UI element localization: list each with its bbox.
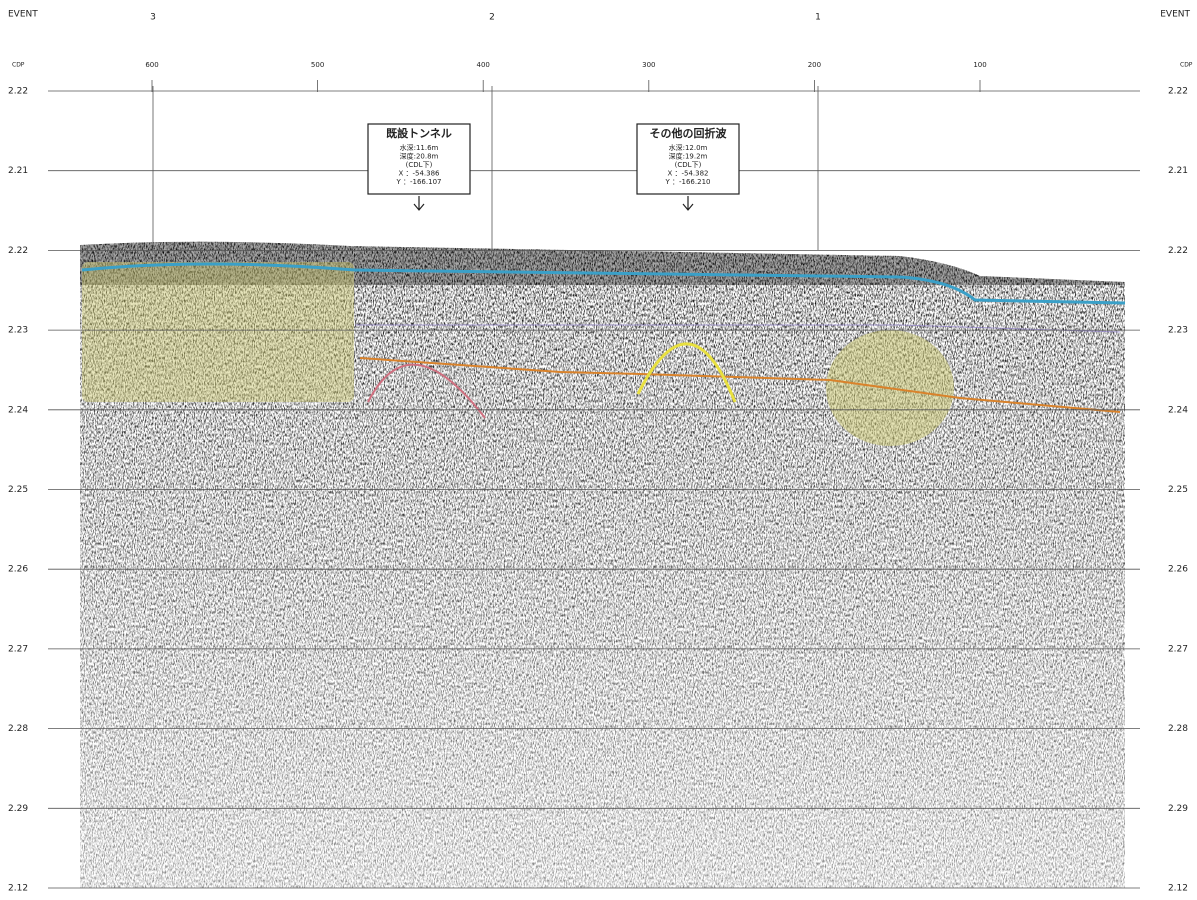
cdp-tick-label: 500 [311,61,324,69]
time-label: 2.29 [1168,804,1188,814]
time-label: 2.21 [1168,166,1188,176]
cdp-tick-label: 400 [477,61,490,69]
seismic-profile: EVENT EVENT CDP CDP 3 2 1 600 500 400 300 200 100 2.2… [0,0,1197,900]
annotation-title: その他の回折波 [650,126,728,140]
annotation-line: 水深:12.0m [669,143,708,152]
event-number: 2 [489,13,495,23]
annotation-title: 既設トンネル [386,126,452,140]
time-label: 2.27 [8,644,28,654]
cdp-tick-label: 300 [642,61,655,69]
time-label: 2.25 [1168,485,1188,495]
event-label: EVENT [8,10,38,20]
event-number: 1 [815,13,821,23]
annotation-line: X ：-54.386 [398,170,440,178]
time-label: 2.23 [8,326,28,336]
time-label: 2.22 [1168,87,1188,97]
event-label: EVENT [1160,10,1190,20]
annotation-line: Y ：-166.210 [665,178,711,186]
annotation-line: 水深:11.6m [400,143,439,152]
cdp-label: CDP [1180,62,1193,69]
annotation-line: 深度:20.8m [400,152,439,161]
cdp-label: CDP [12,62,25,69]
time-label: 2.28 [8,724,28,734]
event-number: 3 [150,13,156,23]
time-label: 2.12 [8,884,28,894]
time-label: 2.27 [1168,644,1188,654]
time-label: 2.24 [8,405,28,415]
time-label: 2.22 [8,87,28,97]
time-label: 2.24 [1168,405,1188,415]
time-label: 2.29 [8,804,28,814]
time-label: 2.22 [8,246,28,256]
annotation-line: 深度:19.2m [669,152,708,161]
time-label: 2.26 [1168,565,1188,575]
cdp-tick-label: 600 [145,61,158,69]
time-label: 2.22 [1168,246,1188,256]
time-label: 2.25 [8,485,28,495]
annotation-line: (CDL下) [406,161,433,169]
time-label: 2.21 [8,166,28,176]
cdp-tick-label: 100 [973,61,986,69]
annotation-arrow [414,196,424,210]
annotation-line: Y ：-166.107 [396,178,442,186]
time-label: 2.26 [8,565,28,575]
cdp-tick-label: 200 [808,61,821,69]
time-label: 2.12 [1168,884,1188,894]
annotation-arrow [683,196,693,210]
annotation-line: (CDL下) [675,161,702,169]
time-label: 2.23 [1168,326,1188,336]
time-label: 2.28 [1168,724,1188,734]
annotation-line: X ：-54.382 [667,170,708,178]
